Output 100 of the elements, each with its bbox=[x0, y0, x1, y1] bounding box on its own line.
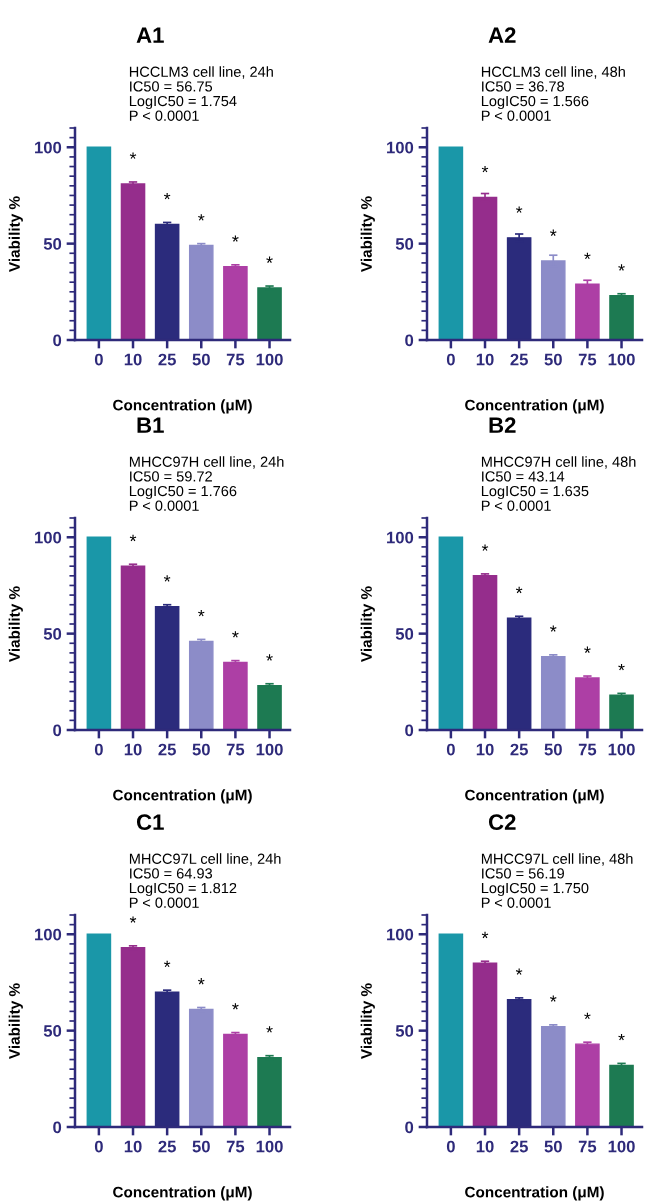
x-tick-label: 0 bbox=[94, 1140, 103, 1153]
bar bbox=[472, 575, 498, 730]
x-tick-label: 10 bbox=[124, 1140, 142, 1153]
chart-title: C2 bbox=[488, 814, 516, 831]
x-tick-label: 75 bbox=[578, 1140, 597, 1153]
annotation: * bbox=[481, 544, 489, 551]
chart-subtitle: HCCLM3 cell line, 48h IC50 = 36.78 LogIC50 = 1.566 P < 0.0001 bbox=[481, 66, 625, 121]
y-tick-label: 0 bbox=[405, 724, 414, 737]
x-axis-title: Concentration (μM) bbox=[465, 1186, 604, 1201]
y-tick-label: 100 bbox=[35, 141, 62, 154]
x-tick-label: 10 bbox=[476, 1140, 494, 1153]
y-tick-label: 100 bbox=[387, 531, 414, 544]
annotation: * bbox=[232, 1003, 239, 1010]
bar bbox=[575, 283, 600, 340]
bar bbox=[472, 962, 498, 1127]
y-axis-title: Viability % bbox=[8, 196, 23, 272]
x-tick-label: 10 bbox=[476, 743, 494, 756]
bar bbox=[540, 1026, 566, 1127]
bar bbox=[257, 1056, 282, 1127]
chart-subtitle: MHCC97L cell line, 48h IC50 = 56.19 LogIC50 = 1.750 P < 0.0001 bbox=[481, 853, 633, 908]
bar bbox=[575, 1043, 600, 1127]
bar bbox=[86, 146, 112, 340]
annotation: * bbox=[163, 575, 171, 582]
y-axis-title: Viability % bbox=[8, 983, 23, 1059]
x-tick-label: 100 bbox=[256, 743, 283, 756]
annotation: * bbox=[163, 193, 171, 200]
y-axis-title: Viability % bbox=[360, 196, 375, 272]
chart-subtitle: MHCC97H cell line, 24h IC50 = 59.72 LogIC50 = 1.766 P < 0.0001 bbox=[129, 456, 284, 511]
annotation: * bbox=[198, 978, 205, 985]
annotation: * bbox=[584, 252, 591, 260]
x-axis-title: Concentration (μM) bbox=[113, 399, 252, 414]
x-tick-label: 50 bbox=[192, 1140, 210, 1153]
bar bbox=[257, 684, 282, 730]
bar bbox=[223, 661, 248, 730]
y-tick-label: 50 bbox=[43, 628, 62, 640]
x-tick-label: 75 bbox=[226, 743, 245, 756]
bar bbox=[86, 933, 112, 1127]
annotation: * bbox=[515, 968, 523, 975]
x-tick-label: 75 bbox=[226, 353, 245, 366]
x-axis-title: Concentration (μM) bbox=[113, 789, 252, 804]
x-tick-label: 100 bbox=[608, 1140, 635, 1153]
y-tick-label: 50 bbox=[395, 1025, 414, 1037]
x-tick-label: 100 bbox=[256, 1140, 283, 1153]
x-tick-label: 0 bbox=[446, 743, 455, 756]
bar bbox=[540, 656, 566, 730]
chart-title: B2 bbox=[489, 417, 516, 433]
annotation: * bbox=[129, 534, 137, 542]
x-axis-title: Concentration (μM) bbox=[113, 1186, 252, 1201]
y-tick-label: 0 bbox=[405, 1121, 414, 1134]
x-tick-label: 100 bbox=[256, 353, 283, 366]
bar bbox=[223, 1033, 248, 1127]
bar bbox=[257, 287, 282, 340]
bar bbox=[575, 677, 600, 730]
chart-title: C1 bbox=[136, 814, 164, 831]
x-tick-label: 0 bbox=[94, 743, 103, 756]
annotation: * bbox=[198, 609, 205, 617]
y-axis-title: Viability % bbox=[360, 983, 375, 1059]
x-tick-label: 75 bbox=[226, 1140, 245, 1153]
x-tick-label: 25 bbox=[510, 353, 528, 366]
annotation: * bbox=[198, 214, 205, 221]
x-tick-label: 25 bbox=[158, 353, 176, 366]
x-tick-label: 50 bbox=[192, 743, 210, 756]
x-tick-label: 50 bbox=[544, 353, 562, 366]
x-tick-label: 0 bbox=[94, 353, 103, 366]
annotation: * bbox=[232, 235, 239, 242]
x-tick-label: 100 bbox=[608, 353, 635, 366]
y-tick-label: 0 bbox=[53, 334, 62, 347]
annotation: * bbox=[481, 931, 489, 939]
bar bbox=[120, 565, 146, 730]
x-tick-label: 50 bbox=[544, 1140, 562, 1153]
annotation: * bbox=[232, 631, 239, 638]
chart-title: A1 bbox=[136, 27, 164, 43]
bar bbox=[86, 536, 112, 730]
x-tick-label: 75 bbox=[578, 353, 597, 366]
bar bbox=[188, 1008, 214, 1127]
x-tick-label: 75 bbox=[578, 743, 597, 756]
y-tick-label: 0 bbox=[53, 1121, 62, 1134]
x-tick-label: 25 bbox=[510, 743, 528, 756]
y-tick-label: 100 bbox=[35, 928, 62, 941]
annotation: * bbox=[550, 229, 557, 236]
bar bbox=[438, 146, 464, 340]
x-axis-title: Concentration (μM) bbox=[465, 789, 604, 804]
x-tick-label: 0 bbox=[446, 1140, 455, 1153]
annotation: * bbox=[618, 1033, 625, 1041]
chart-subtitle: HCCLM3 cell line, 24h IC50 = 56.75 LogIC50 = 1.754 P < 0.0001 bbox=[129, 66, 273, 121]
y-tick-label: 100 bbox=[35, 531, 62, 544]
bar bbox=[438, 933, 464, 1127]
x-axis-title: Concentration (μM) bbox=[465, 399, 604, 414]
x-tick-label: 25 bbox=[158, 1140, 176, 1153]
bar bbox=[438, 536, 464, 730]
x-tick-label: 25 bbox=[510, 1140, 528, 1153]
x-tick-label: 10 bbox=[124, 353, 142, 366]
x-tick-label: 10 bbox=[124, 743, 142, 756]
bar bbox=[609, 694, 634, 730]
chart-subtitle: MHCC97H cell line, 48h IC50 = 43.14 LogIC50 = 1.635 P < 0.0001 bbox=[481, 456, 636, 511]
y-axis-title: Viability % bbox=[8, 586, 23, 662]
y-tick-label: 0 bbox=[405, 334, 414, 347]
annotation: * bbox=[129, 916, 137, 923]
y-tick-label: 0 bbox=[53, 724, 62, 737]
annotation: * bbox=[515, 586, 523, 594]
